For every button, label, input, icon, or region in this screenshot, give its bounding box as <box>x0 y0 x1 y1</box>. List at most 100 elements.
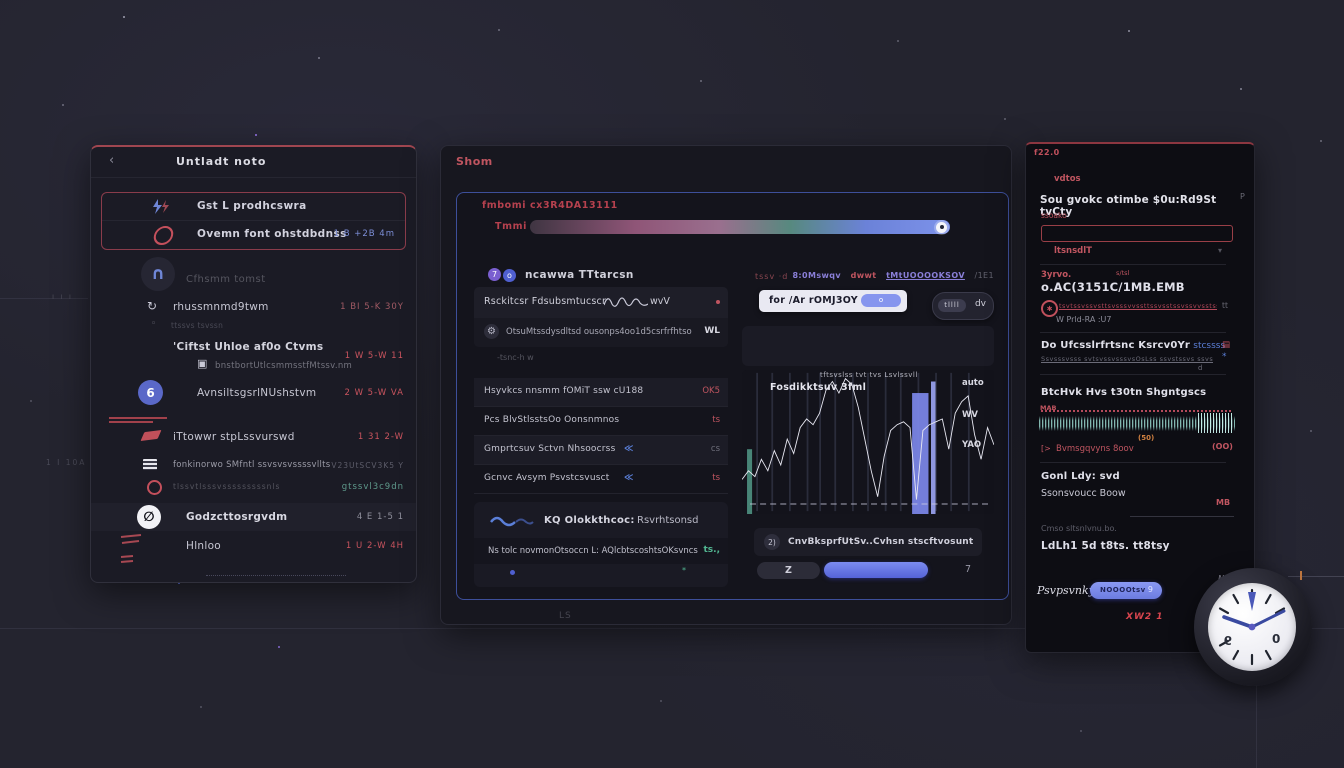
track-label: Bvmsgqvyns 8oov <box>1056 444 1134 454</box>
list-item-time: 2 W 5-W VA <box>344 388 404 398</box>
market-line: Ssvsssvsss svtsvssvsssvsOsLss ssvstssvs … <box>1041 355 1213 363</box>
tag-link[interactable]: tMtUOOOOKSOV <box>886 271 965 280</box>
audio-waveform <box>1039 416 1235 431</box>
play-icon[interactable]: [> <box>1041 444 1051 453</box>
toggle-right-segment[interactable]: dv <box>974 299 986 309</box>
ribbon-icon <box>140 429 162 442</box>
session-label: CnvBksprfUtSv..Cvhsn stscftvosunt <box>788 537 974 547</box>
summary-value: MB <box>1216 498 1231 507</box>
list-item[interactable]: tlssvtlsssvsssssssssnls gtssvl3c9dn <box>91 477 416 499</box>
list-item[interactable]: fonkinorwo SMfntl ssvsvsvssssvllts V23Ut… <box>91 455 416 477</box>
list-item[interactable]: ∅ Godzcttosrgvdm 4 E 1-5 1 <box>91 503 416 531</box>
gradient-slider[interactable] <box>530 220 950 234</box>
list-item-time: 1 U 2-W 4H <box>345 541 404 551</box>
pinned-item[interactable]: Gst L prodhcswra <box>102 193 405 220</box>
progress-bar[interactable] <box>824 562 928 578</box>
bolt-icon <box>153 199 169 214</box>
prompt-pill-button[interactable]: o <box>861 294 901 307</box>
pinned-item[interactable]: Ovemn font ohstdbdnss 1 B +2B 4m <box>102 220 405 248</box>
placeholder-box <box>742 326 994 366</box>
option-row[interactable]: Gcnvc Avsym Psvstcsvusct ≪ ts <box>474 465 728 494</box>
list-item[interactable]: iTtowwr stpLssvurswd 1 31 2-W <box>91 415 416 449</box>
recorder-card: Rsckitcsr Fdsubsmtucscr wvV ⚙ OtsuMtssdy… <box>474 287 728 347</box>
list-footer-divider <box>206 575 346 576</box>
list-item[interactable]: 'Ciftst Uhloe af0o Ctvms ▣ bnstbortUtlcs… <box>91 337 416 379</box>
alert-line: tsvtssvssvsttsvsssvvssttssvsstssvssvvsst… <box>1059 302 1217 310</box>
list-item-label: tlssvtlsssvsssssssssnls <box>173 482 281 491</box>
market-row[interactable]: Do Ufcsslrfrtsnc Ksrcv0Yr stcssss <box>1041 340 1225 351</box>
corner-value: f22.0 <box>1034 148 1060 157</box>
back-icon[interactable]: ‹ <box>109 153 115 168</box>
tag-note: tssv ·d <box>755 272 789 281</box>
list-item[interactable]: 6 AvnsiltsgsrlNUshstvm 2 W 5-W VA <box>91 377 416 409</box>
settings-row[interactable]: ⚙ OtsuMtssdysdltsd ousonps4oo1d5csrfrfht… <box>474 318 728 347</box>
dot-label: o <box>507 271 512 280</box>
ring-icon <box>147 480 162 495</box>
option-value: cs <box>710 444 720 454</box>
session-row[interactable]: 2) CnvBksprfUtSv..Cvhsn stscftvosunt <box>754 528 982 556</box>
column-header: ncawwa TTtarcsn <box>525 269 634 281</box>
market-corner-icon[interactable]: ▤ <box>1222 340 1231 350</box>
red-mark <box>109 417 167 419</box>
list-item[interactable]: ◦ ttssvs tsvssn <box>91 319 416 333</box>
star-icon[interactable]: * <box>1222 352 1227 362</box>
list-item[interactable]: Hlnloo 1 U 2-W 4H <box>91 533 416 563</box>
list-item-time: 4 E 1-5 1 <box>356 512 404 522</box>
panel-footnote: LS <box>559 611 572 621</box>
chart-right-label: WV <box>962 410 978 420</box>
clock-crown-dash <box>1300 571 1302 580</box>
side-marker: P <box>1240 192 1245 201</box>
market-link[interactable]: stcssss <box>1193 341 1226 351</box>
audio-waveform-peak <box>1198 413 1232 433</box>
amount-input[interactable] <box>1041 225 1233 242</box>
pinned-notes-box: Gst L prodhcswra Ovemn font ohstdbdnss 1… <box>101 192 406 250</box>
action-pill-button[interactable]: Z <box>757 562 820 579</box>
margin-row-mark: 1 I 10A <box>46 458 87 467</box>
circle-icon: ◦ <box>151 319 157 329</box>
field-label: ssoako <box>1041 211 1067 220</box>
property-button[interactable]: NOOOOtsv 9 <box>1090 582 1162 599</box>
clock-face: 9 0 <box>1208 583 1296 671</box>
option-label: Gmprtcsuv Sctvn Nhsoocrss <box>484 444 616 454</box>
slider-knob[interactable] <box>936 221 947 233</box>
footer-red-value: XW2 1 <box>1126 612 1164 622</box>
profile-avatar[interactable]: ∩ <box>141 257 175 291</box>
tag-link[interactable]: dwwt <box>850 271 877 280</box>
double-angle-icon: ≪ <box>624 473 634 483</box>
tag-link[interactable]: 8:0Mswqv <box>792 271 842 280</box>
recorder-row[interactable]: Rsckitcsr Fdsubsmtucscr wvV <box>474 287 728 318</box>
prompt-card[interactable]: for /Ar rOMJ3OY o <box>759 290 907 312</box>
count-badge: (50) <box>1138 434 1155 442</box>
clock-face-svg: 9 0 <box>1218 588 1286 666</box>
option-value: ts <box>712 415 720 425</box>
list-item[interactable]: ↻ rhussmnmd9twm 1 BI 5-K 30Y <box>91 297 416 317</box>
option-row[interactable]: Gmprtcsuv Sctvn Nhsoocrss ≪ cs <box>474 436 728 465</box>
list-item-time: 1 BI 5-K 30Y <box>340 302 404 312</box>
brand-detail: Ns tolc novmonOtsoccn L: AQlcbtscoshtsOK… <box>488 546 698 556</box>
notes-header: ‹ Untladt noto <box>91 147 416 178</box>
ring-icon <box>151 226 176 245</box>
list-item-time: 1 31 2-W <box>357 432 404 442</box>
option-row[interactable]: Pcs BlvStlsstsOo Oonsnmnos ts <box>474 407 728 436</box>
section-tag: vdtos <box>1054 174 1081 184</box>
tag-row: tssv ·d 8:0Mswqv dwwt tMtUOOOOKSOV /1E1 <box>742 270 994 284</box>
divider <box>1040 332 1226 333</box>
brand-detail-row[interactable]: Ns tolc novmonOtsoccn L: AQlcbtscoshtsOK… <box>474 538 728 564</box>
chart-left-label: Fosdikktsuv 3fml <box>770 382 867 393</box>
list-item-label: iTtowwr stpLssvurswd <box>173 431 295 443</box>
clock-crown-line <box>1288 576 1344 577</box>
brand-row[interactable]: KQ Olokkthcoc: Rsvrhtsonsd <box>474 502 728 538</box>
mode-toggle[interactable]: tllll dv <box>932 292 994 320</box>
option-value: ts <box>712 473 720 483</box>
chevron-down-icon[interactable]: ▾ <box>1218 246 1223 255</box>
list-item-label: 'Ciftst Uhloe af0o Ctvms <box>173 341 324 353</box>
grid-icon: ▣ <box>197 357 208 370</box>
chart-axis-ticks <box>750 503 988 505</box>
dot-label: 7 <box>491 270 498 279</box>
option-row[interactable]: Hsyvkcs nnsmm fOMiT ssw cU188 OK5 <box>474 378 728 407</box>
toggle-left-segment[interactable]: tllll <box>938 299 966 312</box>
property-button-label: NOOOOtsv <box>1100 586 1146 594</box>
divider <box>1040 374 1226 375</box>
slash-circle-icon: ∅ <box>137 505 161 529</box>
section-tag: 3yrvo. <box>1041 270 1072 280</box>
